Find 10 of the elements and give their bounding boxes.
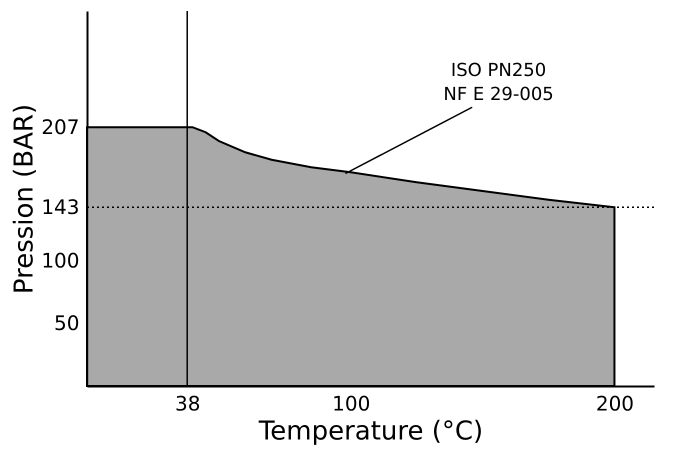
x-tick-label: 100 [332, 392, 370, 416]
x-axis-title: Temperature (°C) [258, 416, 484, 446]
y-tick-label: 143 [41, 194, 80, 219]
y-tick-label: 50 [54, 311, 80, 335]
y-tick-label: 100 [41, 248, 80, 272]
x-tick-label: 200 [596, 392, 634, 416]
x-tick-label: 38 [174, 392, 200, 416]
y-tick-label: 207 [41, 114, 80, 139]
annotation: ISO PN250 NF E 29-005 [443, 60, 554, 105]
y-axis-title: Pression (BAR) [9, 104, 40, 294]
